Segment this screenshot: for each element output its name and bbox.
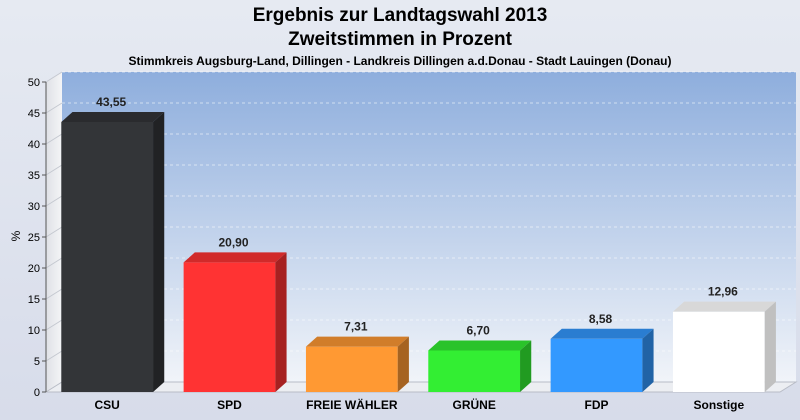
- data-label: 6,70: [466, 323, 490, 337]
- bar-top: [428, 340, 532, 351]
- bar-top: [183, 252, 287, 263]
- gridline-side: [45, 133, 63, 145]
- bar-front: [428, 350, 521, 392]
- bar-side: [153, 111, 165, 393]
- bar-side: [275, 252, 287, 392]
- y-tick-label: 45: [28, 108, 40, 120]
- data-label: 8,58: [589, 312, 613, 326]
- x-tick-label: Sonstige: [693, 398, 744, 412]
- x-tick-label: FDP: [585, 398, 609, 412]
- chart-subtitle: Stimmkreis Augsburg-Land, Dillingen - La…: [128, 54, 672, 68]
- bar-front: [550, 338, 643, 392]
- bar-side: [397, 336, 409, 392]
- chart-title-block: Ergebnis zur Landtagswahl 2013 Zweitstim…: [0, 4, 800, 68]
- x-tick-label: GRÜNE: [452, 397, 495, 412]
- y-axis-label: %: [9, 230, 23, 241]
- bar-top: [550, 328, 654, 339]
- gridline-side: [45, 288, 63, 300]
- y-tick-label: 25: [28, 232, 40, 244]
- gridline-side: [45, 195, 63, 207]
- bar-front: [183, 262, 276, 392]
- gridline-side: [45, 164, 63, 176]
- gridline-side: [45, 226, 63, 238]
- y-tick-label: 15: [28, 294, 40, 306]
- bar-front: [61, 121, 154, 393]
- y-tick-label: 35: [28, 170, 40, 182]
- data-label: 12,96: [708, 285, 738, 299]
- y-tick-label: 50: [28, 77, 40, 89]
- chart-title: Ergebnis zur Landtagswahl 2013: [252, 5, 548, 26]
- gridline-side: [45, 71, 63, 83]
- gridline-side: [45, 350, 63, 362]
- y-tick-label: 30: [28, 201, 40, 213]
- bar-side: [520, 340, 532, 392]
- gridline-side: [45, 257, 63, 269]
- bar-top: [672, 301, 776, 312]
- x-tick-label: FREIE WÄHLER: [306, 397, 398, 412]
- x-tick-label: SPD: [217, 398, 242, 412]
- bar-front: [305, 346, 398, 392]
- data-label: 43,55: [96, 95, 126, 109]
- gridline-side: [45, 319, 63, 331]
- y-tick-label: 40: [28, 139, 40, 151]
- bar-side: [764, 301, 776, 392]
- y-tick-label: 10: [28, 325, 40, 337]
- data-label: 7,31: [344, 320, 368, 334]
- y-tick-label: 5: [34, 356, 40, 368]
- bar-side: [642, 328, 654, 392]
- y-tick-label: 0: [34, 387, 40, 399]
- bar-top: [305, 336, 409, 347]
- data-label: 20,90: [218, 235, 248, 249]
- y-tick-label: 20: [28, 263, 40, 275]
- gridline-side: [45, 102, 63, 114]
- chart-title-line2: Zweitstimmen in Prozent: [288, 29, 512, 50]
- bar-top: [61, 111, 165, 122]
- x-tick-label: CSU: [94, 398, 119, 412]
- bar-front: [672, 311, 765, 392]
